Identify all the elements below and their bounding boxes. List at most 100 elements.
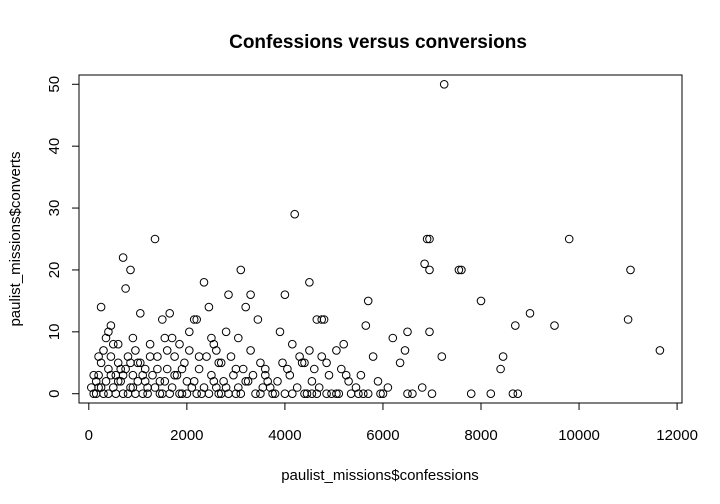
- data-point: [363, 296, 373, 306]
- data-point: [128, 370, 138, 380]
- data-point: [136, 309, 145, 318]
- data-point: [359, 389, 368, 399]
- data-point: [236, 389, 246, 399]
- data-point: [207, 333, 216, 343]
- data-point: [106, 321, 116, 330]
- data-point: [285, 370, 295, 380]
- data-point: [96, 383, 106, 392]
- y-axis-label: paulist_missions$converts: [7, 151, 24, 326]
- data-point: [109, 383, 118, 392]
- data-point: [373, 377, 383, 386]
- data-point: [143, 389, 152, 399]
- chart-title: Confessions versus conversions: [229, 32, 527, 53]
- data-point: [368, 352, 378, 361]
- data-point: [101, 333, 111, 343]
- data-point: [623, 315, 633, 324]
- data-point: [246, 346, 255, 355]
- data-point: [317, 315, 327, 324]
- data-point: [172, 370, 182, 380]
- data-point: [564, 234, 574, 244]
- data-point: [199, 278, 209, 287]
- data-point: [187, 383, 197, 392]
- data-point: [104, 327, 113, 337]
- data-point: [175, 339, 184, 349]
- data-point: [525, 309, 535, 318]
- data-point: [126, 265, 135, 275]
- data-point: [251, 389, 260, 399]
- data-point: [212, 383, 221, 392]
- data-point: [165, 389, 174, 399]
- data-point: [155, 377, 165, 386]
- data-point: [295, 352, 304, 361]
- data-point: [216, 358, 226, 368]
- data-point: [425, 327, 434, 337]
- data-point: [204, 389, 214, 399]
- data-point: [145, 339, 155, 349]
- data-point: [126, 358, 135, 368]
- data-point: [231, 364, 241, 374]
- data-point: [263, 377, 273, 386]
- data-point: [305, 278, 314, 287]
- data-point: [136, 358, 145, 368]
- data-point: [403, 389, 412, 399]
- data-point: [162, 364, 172, 374]
- data-point: [214, 358, 223, 368]
- data-point: [383, 383, 393, 392]
- data-point: [212, 346, 221, 355]
- x-tick-label: 2000: [170, 427, 203, 444]
- data-point: [339, 339, 349, 349]
- data-point: [214, 389, 223, 399]
- data-point: [140, 364, 150, 374]
- data-point: [439, 80, 449, 89]
- data-point: [153, 364, 162, 374]
- data-point: [403, 327, 412, 337]
- data-point: [165, 309, 174, 318]
- data-point: [486, 389, 496, 399]
- data-point: [209, 377, 219, 386]
- data-point: [96, 358, 106, 368]
- data-point: [204, 302, 214, 312]
- data-point: [292, 383, 302, 392]
- data-point: [128, 383, 138, 392]
- data-point: [351, 383, 361, 392]
- data-point: [99, 346, 108, 355]
- data-point: [185, 327, 194, 337]
- data-point: [253, 315, 263, 324]
- data-point: [270, 389, 280, 399]
- data-point: [118, 370, 128, 380]
- data-point: [89, 389, 98, 399]
- data-point: [457, 265, 466, 275]
- data-point: [376, 389, 385, 399]
- data-point: [192, 315, 201, 324]
- x-tick-label: 12000: [656, 427, 698, 444]
- data-point: [224, 290, 233, 300]
- data-point: [180, 358, 189, 368]
- data-point: [427, 389, 437, 399]
- data-point: [332, 389, 341, 399]
- data-point: [246, 290, 255, 300]
- data-point: [106, 370, 116, 380]
- data-point: [258, 383, 268, 392]
- data-point: [300, 358, 309, 368]
- data-point: [226, 352, 236, 361]
- data-point: [511, 321, 520, 330]
- data-point: [378, 389, 388, 399]
- data-point: [280, 389, 290, 399]
- data-point: [241, 302, 250, 312]
- data-point: [167, 333, 177, 343]
- x-tick-label: 4000: [268, 427, 301, 444]
- data-point: [324, 370, 334, 380]
- data-point: [160, 333, 170, 343]
- data-point: [221, 383, 231, 392]
- data-point: [327, 389, 336, 399]
- data-point: [312, 389, 322, 399]
- data-point: [91, 377, 101, 386]
- data-point: [314, 383, 324, 392]
- data-point: [305, 346, 314, 355]
- data-point: [158, 315, 167, 324]
- data-point: [363, 389, 373, 399]
- data-point: [261, 364, 270, 374]
- data-point: [319, 315, 329, 324]
- data-point: [177, 389, 187, 399]
